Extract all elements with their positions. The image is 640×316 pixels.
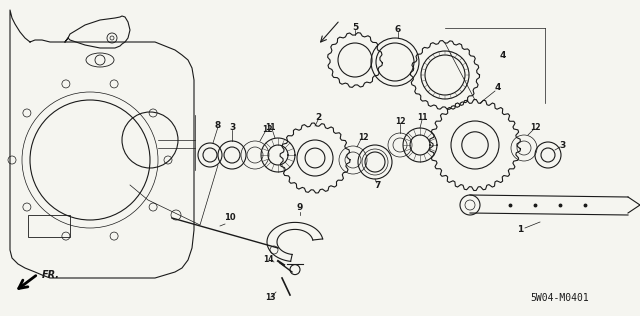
Text: 8: 8 xyxy=(215,120,221,130)
Text: 1: 1 xyxy=(517,226,523,234)
Text: 12: 12 xyxy=(395,118,405,126)
Text: 12: 12 xyxy=(530,124,540,132)
Text: 4: 4 xyxy=(500,51,506,59)
Text: 7: 7 xyxy=(375,180,381,190)
Text: 4: 4 xyxy=(495,83,501,93)
Text: 12: 12 xyxy=(262,125,272,135)
Text: 3: 3 xyxy=(229,124,235,132)
Text: 12: 12 xyxy=(358,132,368,142)
Text: 5W04-M0401: 5W04-M0401 xyxy=(531,293,589,303)
Text: 5: 5 xyxy=(352,23,358,33)
Text: 13: 13 xyxy=(265,294,275,302)
Text: FR.: FR. xyxy=(42,270,60,280)
Text: 2: 2 xyxy=(315,113,321,123)
Text: 10: 10 xyxy=(224,214,236,222)
Text: 11: 11 xyxy=(417,113,428,123)
Text: 9: 9 xyxy=(297,204,303,212)
Text: 3: 3 xyxy=(559,141,565,149)
Text: 6: 6 xyxy=(395,26,401,34)
Text: 11: 11 xyxy=(265,123,275,131)
Text: 14: 14 xyxy=(263,256,273,264)
